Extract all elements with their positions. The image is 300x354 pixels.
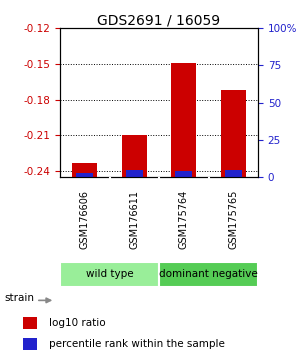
- Bar: [76, 172, 93, 177]
- Bar: [60, 262, 159, 287]
- Text: GSM176606: GSM176606: [80, 190, 90, 249]
- Bar: [72, 163, 97, 177]
- Title: GDS2691 / 16059: GDS2691 / 16059: [98, 13, 220, 27]
- Bar: [225, 170, 242, 177]
- Text: percentile rank within the sample: percentile rank within the sample: [49, 339, 224, 349]
- Text: log10 ratio: log10 ratio: [49, 318, 105, 329]
- Bar: [23, 318, 37, 329]
- Text: strain: strain: [5, 293, 35, 303]
- Text: dominant negative: dominant negative: [159, 269, 258, 279]
- Bar: [122, 135, 147, 177]
- Bar: [23, 338, 37, 350]
- Bar: [171, 63, 196, 177]
- Bar: [175, 171, 192, 177]
- Bar: [159, 262, 258, 287]
- Text: GSM175764: GSM175764: [179, 190, 189, 249]
- Bar: [126, 170, 143, 177]
- Text: GSM176611: GSM176611: [129, 190, 139, 249]
- Bar: [221, 90, 246, 177]
- Text: wild type: wild type: [86, 269, 133, 279]
- Text: GSM175765: GSM175765: [228, 190, 238, 249]
